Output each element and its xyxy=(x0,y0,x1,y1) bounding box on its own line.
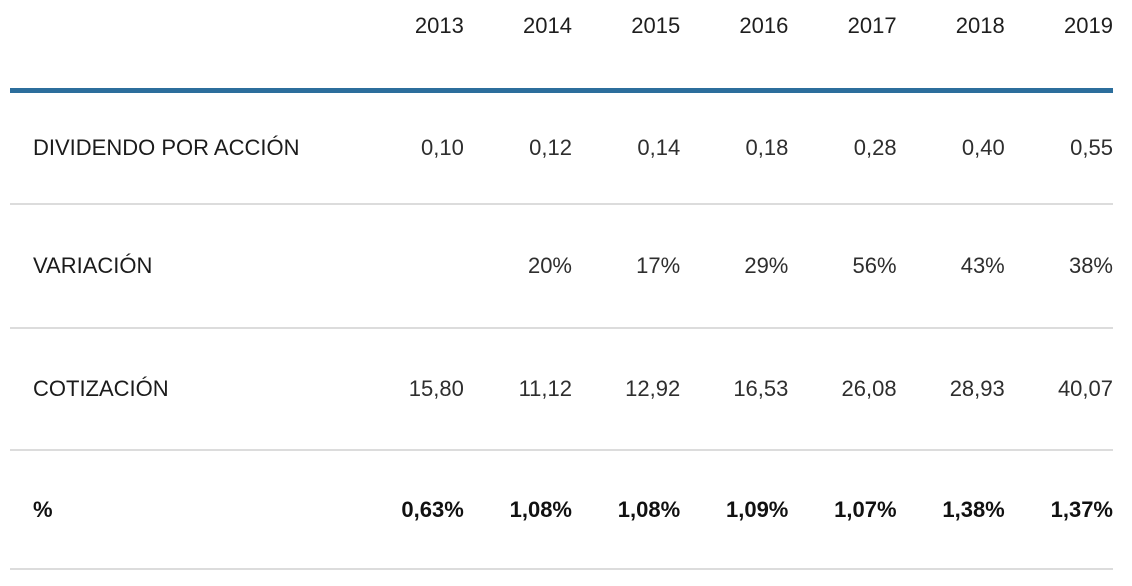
pct-cell: 1,38% xyxy=(896,450,1005,570)
dividendo-cell: 0,28 xyxy=(788,90,897,205)
pct-cell: 1,37% xyxy=(1004,450,1113,570)
variacion-cell xyxy=(355,204,464,329)
year-header-2017: 2017 xyxy=(788,0,897,93)
pct-cell: 1,08% xyxy=(463,450,572,570)
dividendo-cell: 0,18 xyxy=(680,90,789,205)
row-label-cotizacion: COTIZACIÓN xyxy=(10,328,356,451)
row-label-variacion: VARIACIÓN xyxy=(10,204,356,329)
dividend-history-table-container: 2013 2014 2015 2016 2017 2018 2019 DIVID… xyxy=(10,0,1113,570)
year-header-2019: 2019 xyxy=(1004,0,1113,93)
year-header-2015: 2015 xyxy=(572,0,681,93)
variacion-cell: 43% xyxy=(896,204,1005,329)
variacion-cell: 38% xyxy=(1004,204,1113,329)
variacion-cell: 20% xyxy=(463,204,572,329)
cotizacion-cell: 12,92 xyxy=(572,328,681,451)
pct-cell: 0,63% xyxy=(355,450,464,570)
table-header-row: 2013 2014 2015 2016 2017 2018 2019 xyxy=(10,0,1113,93)
row-label-dividendo-por-accion: DIVIDENDO POR ACCIÓN xyxy=(10,90,356,205)
variacion-cell: 17% xyxy=(572,204,681,329)
dividendo-cell: 0,12 xyxy=(463,90,572,205)
row-label-percent: % xyxy=(10,450,356,570)
year-header-2016: 2016 xyxy=(680,0,789,93)
dividendo-cell: 0,55 xyxy=(1004,90,1113,205)
cotizacion-cell: 28,93 xyxy=(896,328,1005,451)
year-header-2013: 2013 xyxy=(355,0,464,93)
cotizacion-cell: 40,07 xyxy=(1004,328,1113,451)
dividend-history-table: 2013 2014 2015 2016 2017 2018 2019 DIVID… xyxy=(10,0,1113,570)
cotizacion-cell: 16,53 xyxy=(680,328,789,451)
cotizacion-cell: 26,08 xyxy=(788,328,897,451)
table-row-dividendo: DIVIDENDO POR ACCIÓN 0,10 0,12 0,14 0,18… xyxy=(10,90,1113,205)
dividendo-cell: 0,40 xyxy=(896,90,1005,205)
year-header-2018: 2018 xyxy=(896,0,1005,93)
table-row-percent: % 0,63% 1,08% 1,08% 1,09% 1,07% 1,38% 1,… xyxy=(10,450,1113,570)
corner-header-cell xyxy=(10,0,356,93)
variacion-cell: 29% xyxy=(680,204,789,329)
dividendo-cell: 0,14 xyxy=(572,90,681,205)
pct-cell: 1,08% xyxy=(572,450,681,570)
dividendo-cell: 0,10 xyxy=(355,90,464,205)
table-row-variacion: VARIACIÓN 20% 17% 29% 56% 43% 38% xyxy=(10,204,1113,329)
cotizacion-cell: 11,12 xyxy=(463,328,572,451)
variacion-cell: 56% xyxy=(788,204,897,329)
year-header-2014: 2014 xyxy=(463,0,572,93)
cotizacion-cell: 15,80 xyxy=(355,328,464,451)
pct-cell: 1,09% xyxy=(680,450,789,570)
table-row-cotizacion: COTIZACIÓN 15,80 11,12 12,92 16,53 26,08… xyxy=(10,328,1113,451)
pct-cell: 1,07% xyxy=(788,450,897,570)
